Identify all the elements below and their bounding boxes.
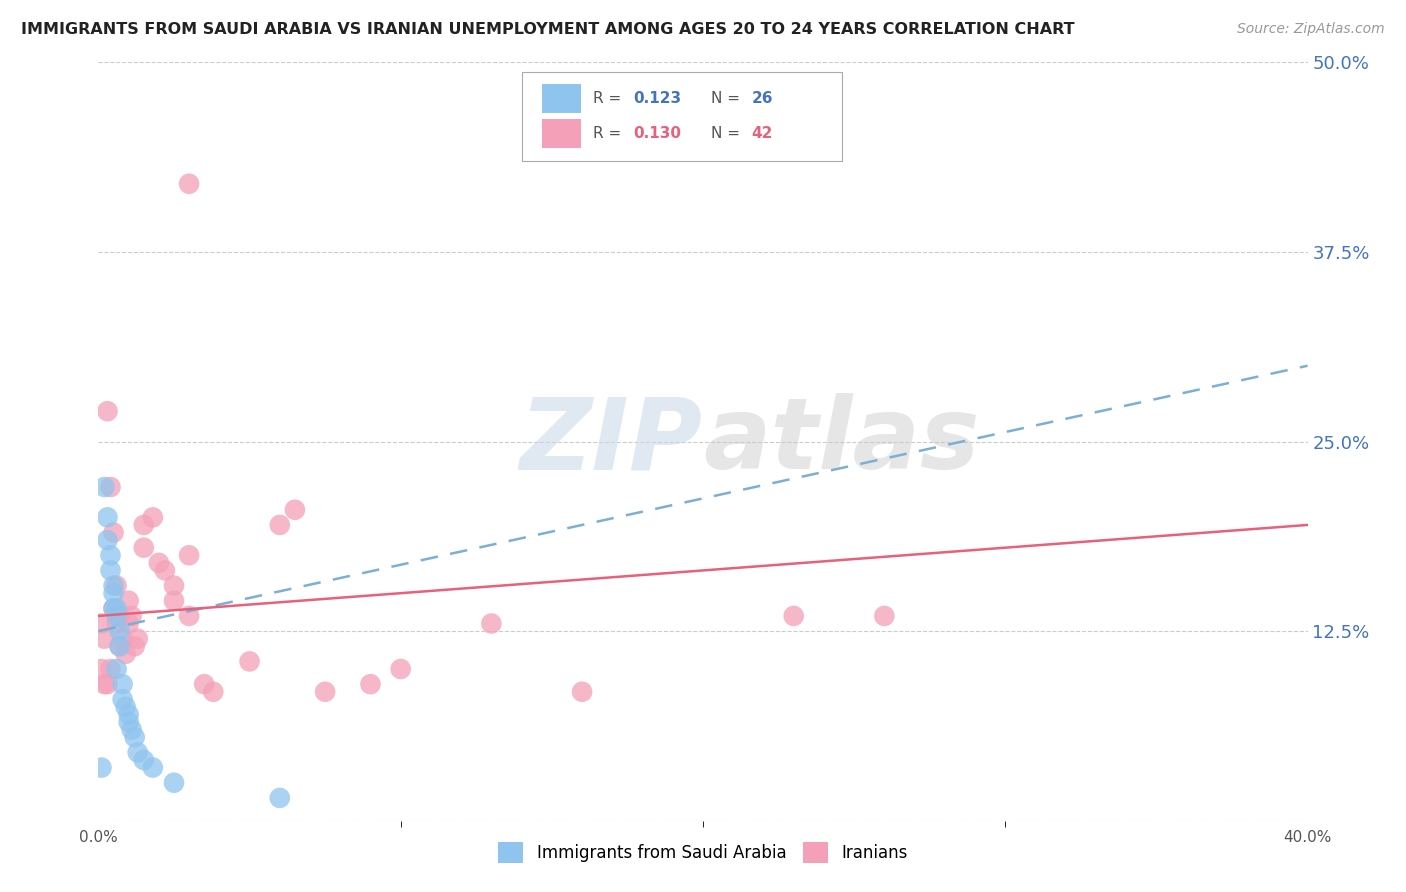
Point	[121, 608, 143, 623]
Point	[179, 177, 201, 191]
Point	[100, 548, 122, 563]
Point	[132, 541, 155, 555]
Point	[105, 601, 128, 615]
Point	[148, 556, 170, 570]
Text: N =: N =	[711, 91, 745, 106]
Point	[111, 677, 134, 691]
Point	[100, 480, 122, 494]
Point	[103, 579, 125, 593]
Point	[108, 639, 131, 653]
Point	[96, 533, 118, 548]
Point	[127, 746, 149, 760]
Point	[193, 677, 215, 691]
Point	[142, 760, 165, 774]
Point	[163, 776, 186, 790]
Point	[783, 608, 806, 623]
Point	[127, 632, 149, 646]
Point	[93, 480, 115, 494]
Point	[132, 753, 155, 767]
Point	[105, 608, 128, 623]
Point	[114, 699, 136, 714]
Point	[202, 685, 225, 699]
Point	[114, 647, 136, 661]
Text: Source: ZipAtlas.com: Source: ZipAtlas.com	[1237, 22, 1385, 37]
Point	[269, 517, 291, 532]
Point	[124, 730, 146, 744]
Point	[284, 503, 307, 517]
Point	[108, 639, 131, 653]
Point	[124, 639, 146, 653]
Point	[118, 715, 141, 730]
Point	[481, 616, 503, 631]
Text: R =: R =	[593, 126, 626, 141]
Text: 26: 26	[751, 91, 773, 106]
Point	[132, 517, 155, 532]
Text: R =: R =	[593, 91, 626, 106]
Text: 42: 42	[751, 126, 773, 141]
Legend: Immigrants from Saudi Arabia, Iranians: Immigrants from Saudi Arabia, Iranians	[492, 836, 914, 869]
Point	[179, 608, 201, 623]
Point	[389, 662, 412, 676]
Text: IMMIGRANTS FROM SAUDI ARABIA VS IRANIAN UNEMPLOYMENT AMONG AGES 20 TO 24 YEARS C: IMMIGRANTS FROM SAUDI ARABIA VS IRANIAN …	[21, 22, 1074, 37]
Point	[239, 655, 262, 669]
Point	[142, 510, 165, 524]
Point	[314, 685, 336, 699]
Text: ZIP: ZIP	[520, 393, 703, 490]
Bar	[543, 85, 581, 113]
Point	[121, 723, 143, 737]
Point	[100, 564, 122, 578]
Point	[96, 404, 118, 418]
Text: atlas: atlas	[703, 393, 980, 490]
Point	[103, 601, 125, 615]
Point	[111, 692, 134, 706]
Point	[90, 760, 112, 774]
Point	[96, 677, 118, 691]
Point	[571, 685, 593, 699]
Point	[118, 707, 141, 722]
Point	[100, 662, 122, 676]
Point	[118, 594, 141, 608]
Point	[103, 525, 125, 540]
Point	[360, 677, 382, 691]
Point	[873, 608, 896, 623]
Point	[111, 632, 134, 646]
Point	[96, 510, 118, 524]
Point	[103, 601, 125, 615]
Point	[163, 579, 186, 593]
Point	[90, 662, 112, 676]
Point	[163, 594, 186, 608]
Point	[179, 548, 201, 563]
Point	[108, 624, 131, 639]
Point	[93, 632, 115, 646]
Point	[118, 616, 141, 631]
Text: N =: N =	[711, 126, 745, 141]
Point	[269, 791, 291, 805]
Point	[105, 616, 128, 631]
Point	[103, 586, 125, 600]
Point	[93, 677, 115, 691]
Point	[90, 616, 112, 631]
Point	[108, 608, 131, 623]
Point	[105, 579, 128, 593]
Text: 0.123: 0.123	[633, 91, 681, 106]
Text: 0.130: 0.130	[633, 126, 681, 141]
FancyBboxPatch shape	[522, 71, 842, 161]
Point	[153, 564, 176, 578]
Bar	[543, 120, 581, 148]
Point	[105, 662, 128, 676]
